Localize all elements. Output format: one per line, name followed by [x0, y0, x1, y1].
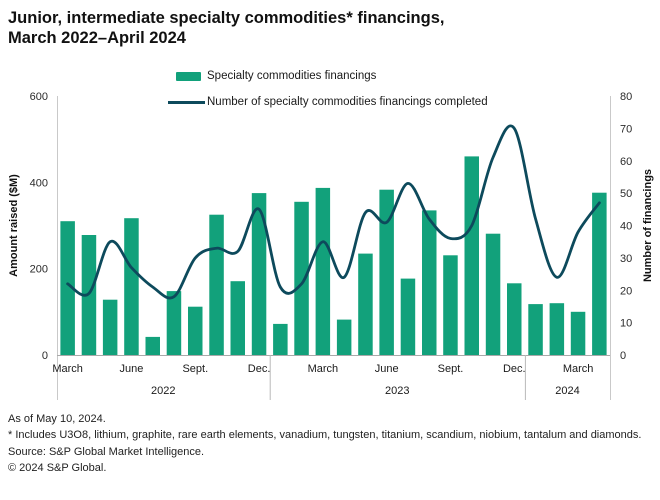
footnote: * Includes U3O8, lithium, graphite, rare… [8, 429, 642, 442]
title-line-2: March 2022–April 2024 [8, 29, 186, 47]
left-axis-tick-label: 600 [30, 91, 48, 103]
x-axis-month-label: March [52, 363, 83, 375]
x-axis-month-label: June [375, 363, 399, 375]
bar-december-2023 [507, 283, 522, 355]
legend: Specialty commodities financings Number … [168, 68, 488, 120]
left-axis-tick-label: 400 [30, 177, 48, 189]
bar-october-2023 [464, 156, 479, 355]
bar-december-2022 [251, 193, 267, 355]
bar-june-2022 [124, 218, 139, 355]
bar-september-2022 [188, 306, 203, 355]
x-axis-year-label: 2022 [151, 385, 175, 397]
right-axis-tick-label: 10 [620, 318, 632, 330]
page-title: Junior, intermediate specialty commoditi… [8, 8, 444, 48]
footer: As of May 10, 2024. * Includes U3O8, lit… [8, 411, 656, 477]
left-axis-tick-label: 0 [42, 350, 48, 362]
left-axis-title: Amount raised ($M) [8, 174, 20, 277]
legend-bar-label: Specialty commodities financings [207, 70, 377, 82]
legend-item-line: Number of specialty commodities financin… [168, 94, 488, 110]
chart-canvas: 0 200 400 600 0 10 20 30 40 50 60 70 80 Amount raised… [8, 91, 654, 400]
bar-january-2023 [273, 323, 288, 355]
trend-line [66, 124, 601, 300]
bar-series-swatch [176, 71, 201, 81]
x-axis-month-label: Sept. [438, 363, 464, 375]
right-axis-tick-label: 40 [620, 221, 632, 233]
bar-march-2022 [60, 221, 75, 355]
right-axis-tick-label: 60 [620, 156, 632, 168]
title-line-1: Junior, intermediate specialty commoditi… [8, 9, 445, 27]
bar-november-2023 [485, 233, 501, 355]
x-axis-month-label: March [308, 363, 339, 375]
x-axis-month-label: Dec. [248, 363, 271, 375]
right-axis-tick-label: 50 [620, 188, 632, 200]
right-axis-title: Number of financings [642, 169, 654, 282]
bar-february-2023 [294, 201, 309, 355]
x-axis-year-label: 2024 [555, 385, 579, 397]
bar-may-2023 [358, 253, 373, 355]
bar-may-2022 [102, 299, 118, 355]
right-axis-tick-label: 0 [620, 350, 626, 362]
x-axis-month-label: Dec. [503, 363, 526, 375]
right-axis-tick-label: 20 [620, 285, 632, 297]
right-axis-tick-label: 30 [620, 253, 632, 265]
copyright-line: © 2024 S&P Global. [8, 462, 107, 475]
bar-july-2022 [145, 336, 160, 355]
source-line: Source: S&P Global Market Intelligence. [8, 445, 205, 458]
left-axis-tick-label: 200 [30, 264, 48, 276]
right-axis-tick-label: 70 [620, 123, 632, 135]
bar-june-2023 [379, 189, 394, 355]
as-of-date: As of May 10, 2024. [8, 413, 106, 425]
bar-july-2023 [400, 278, 416, 355]
right-axis-tick-label: 80 [620, 91, 632, 103]
legend-line-label: Number of specialty commodities financin… [207, 96, 488, 108]
bar-january-2024 [528, 304, 543, 355]
bar-march-2023 [315, 187, 331, 355]
x-axis-month-label: Sept. [182, 363, 208, 375]
bar-november-2022 [230, 281, 245, 355]
x-axis-month-label: June [119, 363, 143, 375]
x-axis-month-label: March [563, 363, 594, 375]
bar-august-2023 [422, 210, 437, 355]
bar-april-2024 [592, 192, 607, 355]
bar-october-2022 [209, 214, 224, 355]
line-series-swatch [168, 100, 205, 104]
bar-april-2023 [336, 319, 352, 355]
bar-march-2024 [570, 311, 586, 355]
legend-item-bars: Specialty commodities financings [168, 68, 488, 84]
bar-august-2022 [166, 291, 182, 355]
bar-february-2024 [549, 303, 565, 355]
bar-september-2023 [443, 255, 458, 355]
x-axis-year-label: 2023 [385, 385, 409, 397]
